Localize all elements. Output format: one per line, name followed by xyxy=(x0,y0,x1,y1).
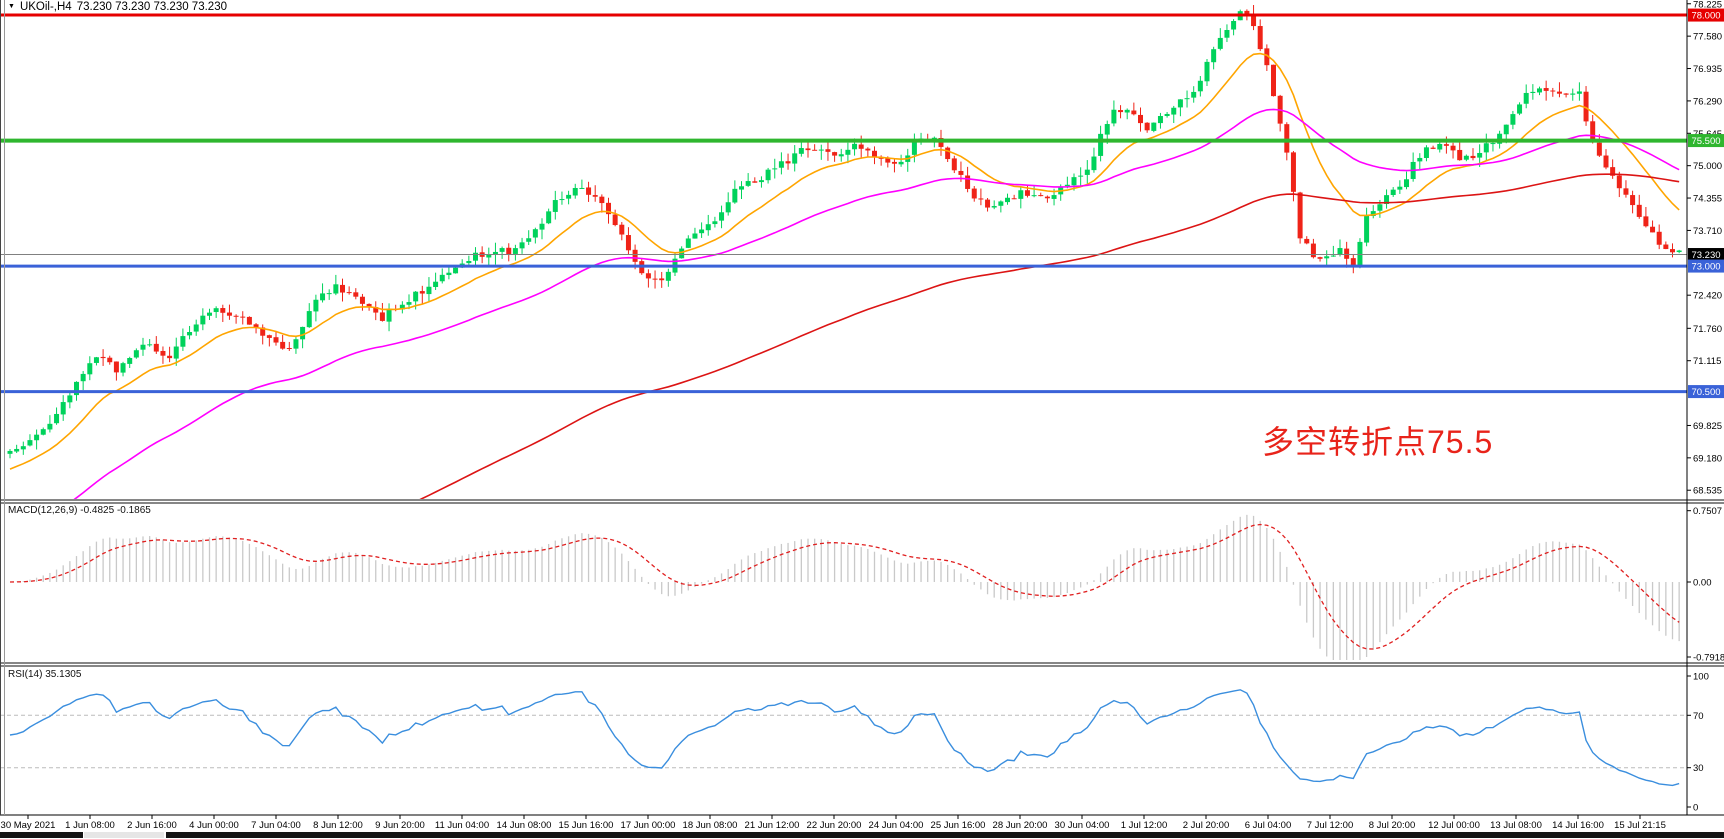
svg-text:14 Jun 08:00: 14 Jun 08:00 xyxy=(497,820,552,831)
macd-histogram xyxy=(15,514,1680,660)
svg-text:8 Jul 20:00: 8 Jul 20:00 xyxy=(1369,820,1415,831)
svg-text:68.535: 68.535 xyxy=(1693,486,1722,497)
svg-text:0.7507: 0.7507 xyxy=(1693,506,1722,517)
svg-text:78.000: 78.000 xyxy=(1691,11,1720,22)
svg-text:0: 0 xyxy=(1693,803,1698,814)
svg-text:30 May 2021: 30 May 2021 xyxy=(1,820,56,831)
svg-text:2 Jul 20:00: 2 Jul 20:00 xyxy=(1183,820,1229,831)
ma-slow-line[interactable] xyxy=(10,173,1680,763)
ma-fast-line[interactable] xyxy=(9,52,1680,470)
svg-text:73.230: 73.230 xyxy=(1691,250,1720,261)
svg-text:28 Jun 20:00: 28 Jun 20:00 xyxy=(993,820,1048,831)
price-badge-70.500: 70.500 xyxy=(1688,385,1724,399)
svg-text:73.000: 73.000 xyxy=(1691,262,1720,273)
svg-text:70: 70 xyxy=(1693,711,1704,722)
symbol-dropdown-icon[interactable]: ▼ xyxy=(8,3,15,10)
svg-text:71.115: 71.115 xyxy=(1693,356,1721,367)
scrollbar-thumb[interactable] xyxy=(84,832,164,838)
svg-text:12 Jul 00:00: 12 Jul 00:00 xyxy=(1428,820,1480,831)
svg-text:71.760: 71.760 xyxy=(1693,324,1722,335)
symbol-period-label: UKOil-,H4 xyxy=(19,1,72,13)
svg-text:-0.7918: -0.7918 xyxy=(1693,653,1724,664)
svg-text:0.00: 0.00 xyxy=(1693,578,1712,589)
svg-text:2 Jun 16:00: 2 Jun 16:00 xyxy=(127,820,177,831)
svg-text:13 Jul 08:00: 13 Jul 08:00 xyxy=(1490,820,1542,831)
svg-text:15 Jun 16:00: 15 Jun 16:00 xyxy=(559,820,614,831)
svg-text:8 Jun 12:00: 8 Jun 12:00 xyxy=(313,820,363,831)
svg-text:100: 100 xyxy=(1693,672,1709,683)
chart-plot-area[interactable] xyxy=(0,0,1687,497)
macd-indicator-label: MACD(12,26,9) -0.4825 -0.1865 xyxy=(8,505,151,516)
svg-text:21 Jun 12:00: 21 Jun 12:00 xyxy=(745,820,800,831)
svg-text:69.180: 69.180 xyxy=(1693,453,1722,464)
svg-text:14 Jul 16:00: 14 Jul 16:00 xyxy=(1552,820,1604,831)
svg-text:25 Jun 16:00: 25 Jun 16:00 xyxy=(931,820,986,831)
svg-text:70.500: 70.500 xyxy=(1691,387,1720,398)
svg-text:9 Jun 20:00: 9 Jun 20:00 xyxy=(375,820,425,831)
scrollbar-track-left[interactable] xyxy=(0,832,83,838)
svg-text:22 Jun 20:00: 22 Jun 20:00 xyxy=(807,820,862,831)
svg-text:76.935: 76.935 xyxy=(1693,64,1722,75)
svg-text:24 Jun 04:00: 24 Jun 04:00 xyxy=(869,820,924,831)
price-badge-73.230: 73.230 xyxy=(1688,248,1724,262)
svg-text:6 Jul 04:00: 6 Jul 04:00 xyxy=(1245,820,1291,831)
price-badge-78.000: 78.000 xyxy=(1688,8,1724,22)
svg-text:17 Jun 00:00: 17 Jun 00:00 xyxy=(621,820,676,831)
svg-text:30: 30 xyxy=(1693,763,1704,774)
svg-text:72.420: 72.420 xyxy=(1693,291,1722,302)
rsi-axis[interactable]: 100 70 30 0 xyxy=(1687,672,1709,814)
svg-text:11 Jun 04:00: 11 Jun 04:00 xyxy=(435,820,489,831)
svg-text:30 Jun 04:00: 30 Jun 04:00 xyxy=(1055,820,1110,831)
svg-text:77.580: 77.580 xyxy=(1693,32,1722,43)
svg-text:7 Jul 12:00: 7 Jul 12:00 xyxy=(1307,820,1353,831)
svg-text:69.825: 69.825 xyxy=(1693,421,1722,432)
rsi-line xyxy=(9,689,1680,787)
svg-text:7 Jun 04:00: 7 Jun 04:00 xyxy=(251,820,301,831)
svg-text:1 Jul 12:00: 1 Jul 12:00 xyxy=(1121,820,1167,831)
ma-mid-line[interactable] xyxy=(10,108,1680,538)
svg-text:73.710: 73.710 xyxy=(1693,226,1722,237)
svg-text:75.000: 75.000 xyxy=(1693,161,1722,172)
svg-text:75.500: 75.500 xyxy=(1691,136,1720,147)
time-axis[interactable]: 30 May 2021 1 Jun 08:00 2 Jun 16:00 4 Jun 0… xyxy=(1,815,1666,831)
chart-title-bar: ▼ UKOil-,H4 73.230 73.230 73.230 73.230 xyxy=(8,1,227,13)
ohlc-values: 73.230 73.230 73.230 73.230 xyxy=(76,1,227,13)
svg-text:18 Jun 08:00: 18 Jun 08:00 xyxy=(683,820,738,831)
svg-text:74.355: 74.355 xyxy=(1693,194,1722,205)
rsi-indicator-label: RSI(14) 35.1305 xyxy=(8,669,82,680)
price-axis[interactable]: 78.22577.58076.93576.29075.64575.00074.3… xyxy=(1687,0,1724,497)
scrollbar-track-right[interactable] xyxy=(166,832,1724,838)
rsi-level-lines xyxy=(0,714,1687,769)
annotation-text[interactable]: 多空转折点75.5 xyxy=(1262,424,1494,460)
svg-text:4 Jun 00:00: 4 Jun 00:00 xyxy=(189,820,239,831)
svg-text:15 Jul 21:15: 15 Jul 21:15 xyxy=(1614,820,1666,831)
svg-text:76.290: 76.290 xyxy=(1693,96,1722,107)
macd-signal-line xyxy=(9,523,1680,650)
price-badge-75.500: 75.500 xyxy=(1688,134,1724,148)
price-badge-73.000: 73.000 xyxy=(1688,259,1724,273)
macd-axis[interactable]: 0.7507 0.00 -0.7918 xyxy=(1687,506,1724,664)
svg-text:78.225: 78.225 xyxy=(1693,0,1722,10)
svg-text:1 Jun 08:00: 1 Jun 08:00 xyxy=(65,820,115,831)
